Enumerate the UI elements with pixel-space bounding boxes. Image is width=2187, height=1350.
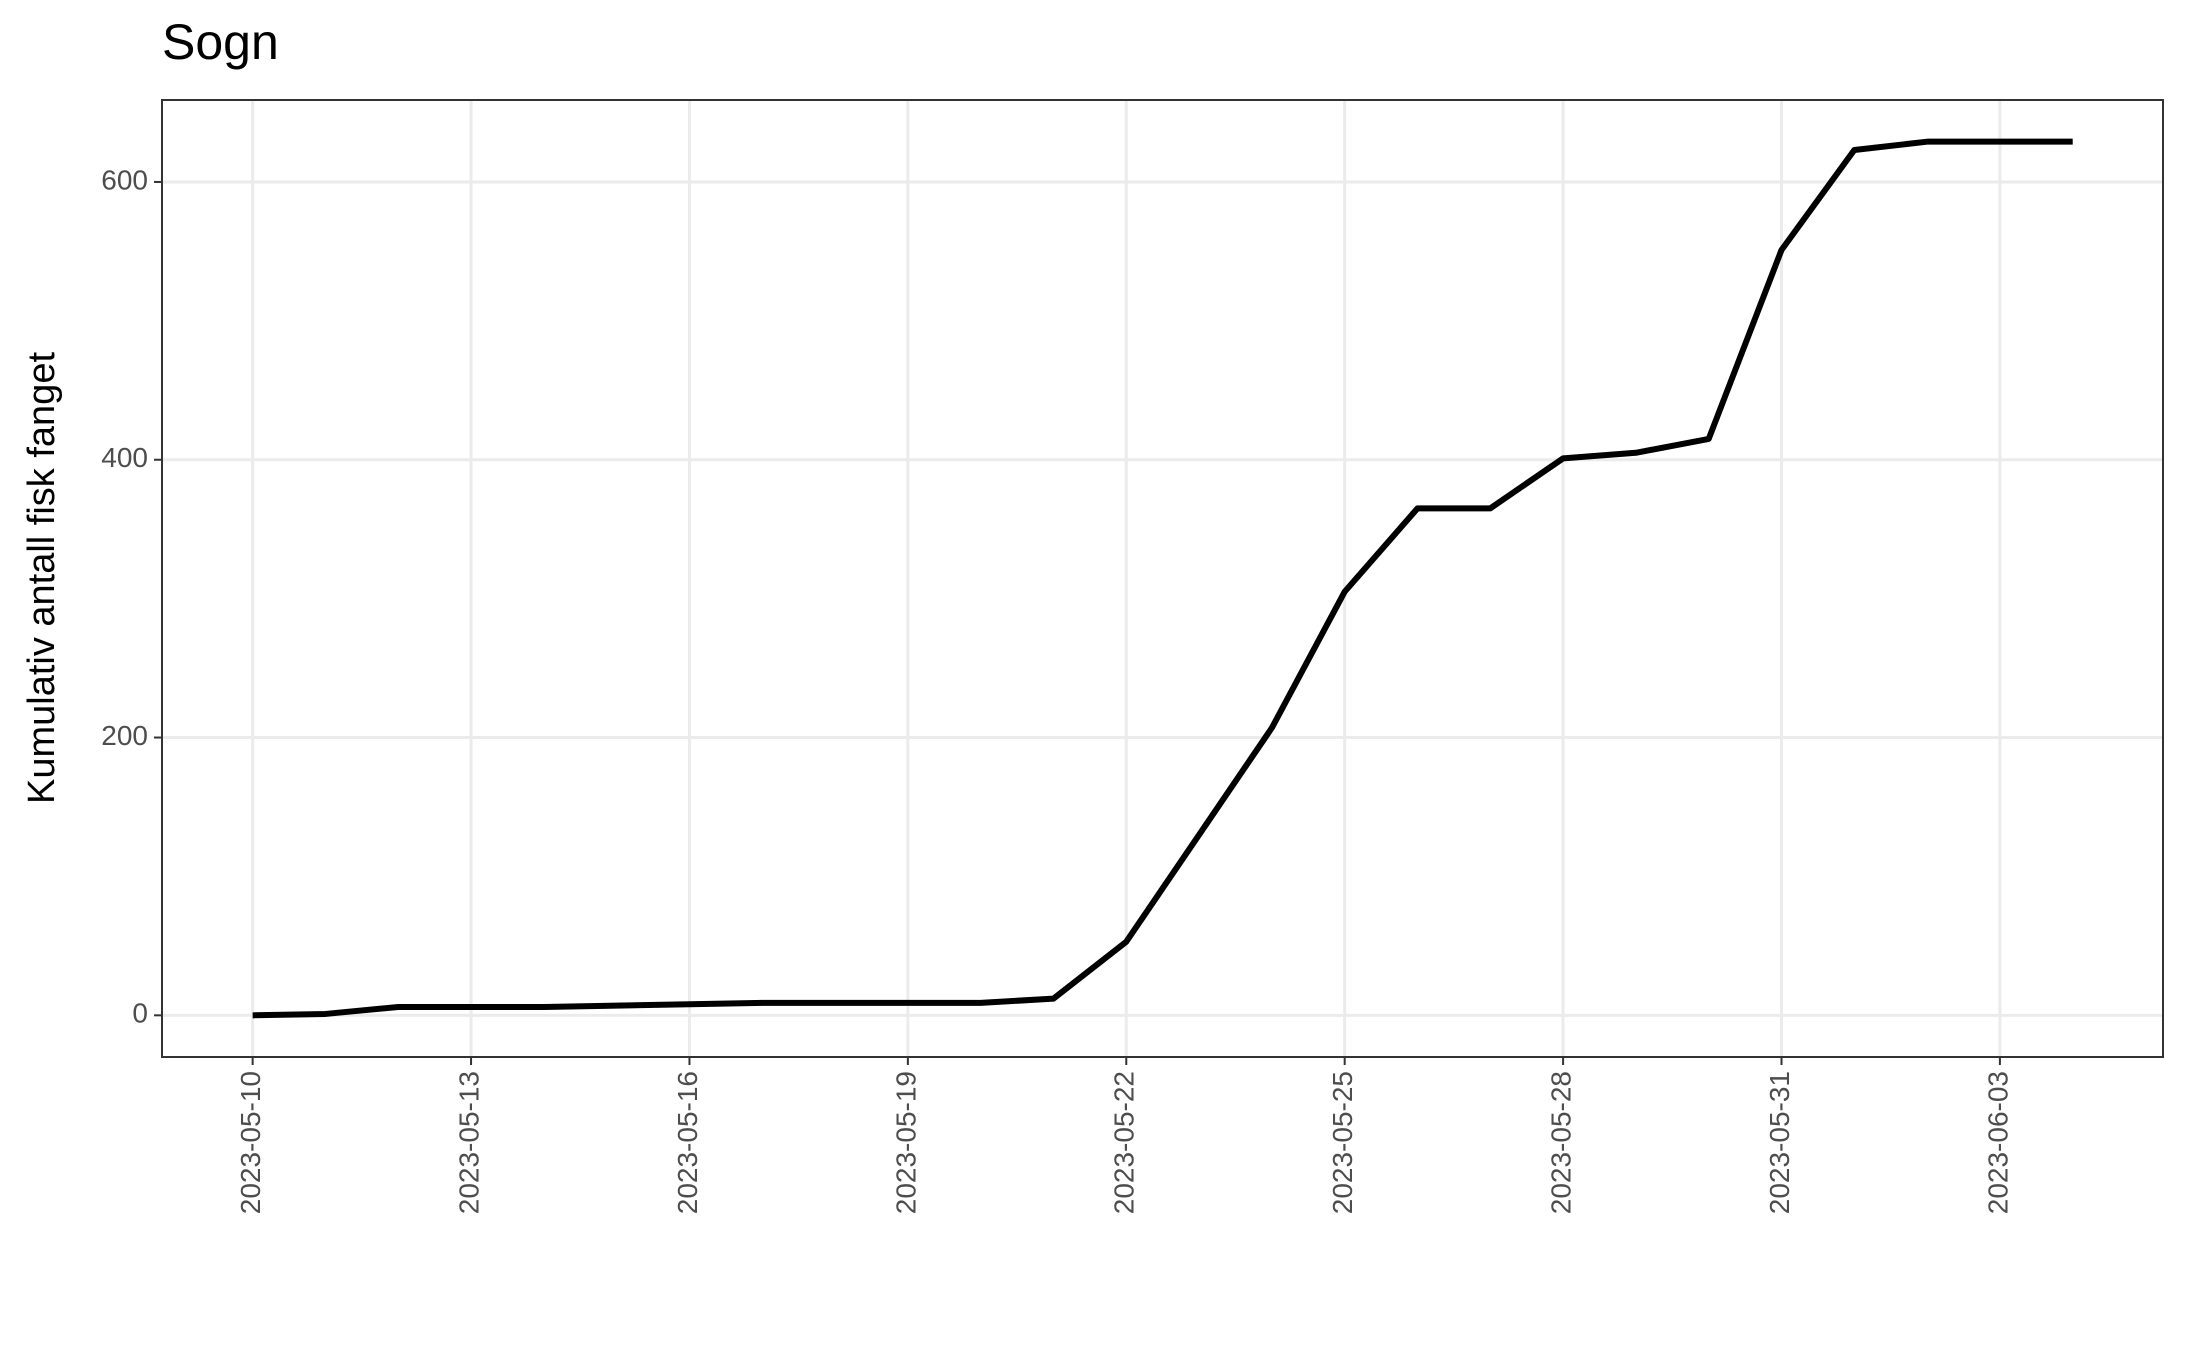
chart-title: Sogn <box>162 14 279 70</box>
x-tick-label: 2023-05-19 <box>890 1071 921 1214</box>
x-tick-label: 2023-06-03 <box>1982 1071 2013 1214</box>
x-tick-label: 2023-05-16 <box>672 1071 703 1214</box>
y-axis-label: Kumulativ antall fisk fanget <box>21 352 63 804</box>
plot-border <box>161 99 2164 1058</box>
x-tick-label: 2023-05-13 <box>453 1071 484 1214</box>
y-tick-label: 600 <box>101 164 148 195</box>
x-tick-label: 2023-05-28 <box>1545 1071 1576 1214</box>
x-tick-label: 2023-05-25 <box>1327 1071 1358 1214</box>
y-tick-label: 0 <box>132 998 148 1029</box>
y-tick-label: 400 <box>101 442 148 473</box>
x-tick-label: 2023-05-22 <box>1109 1071 1140 1214</box>
y-tick-label: 200 <box>101 720 148 751</box>
data-line <box>252 138 2073 1019</box>
x-tick-label: 2023-05-31 <box>1764 1071 1795 1214</box>
x-tick-label: 2023-05-10 <box>235 1071 266 1214</box>
